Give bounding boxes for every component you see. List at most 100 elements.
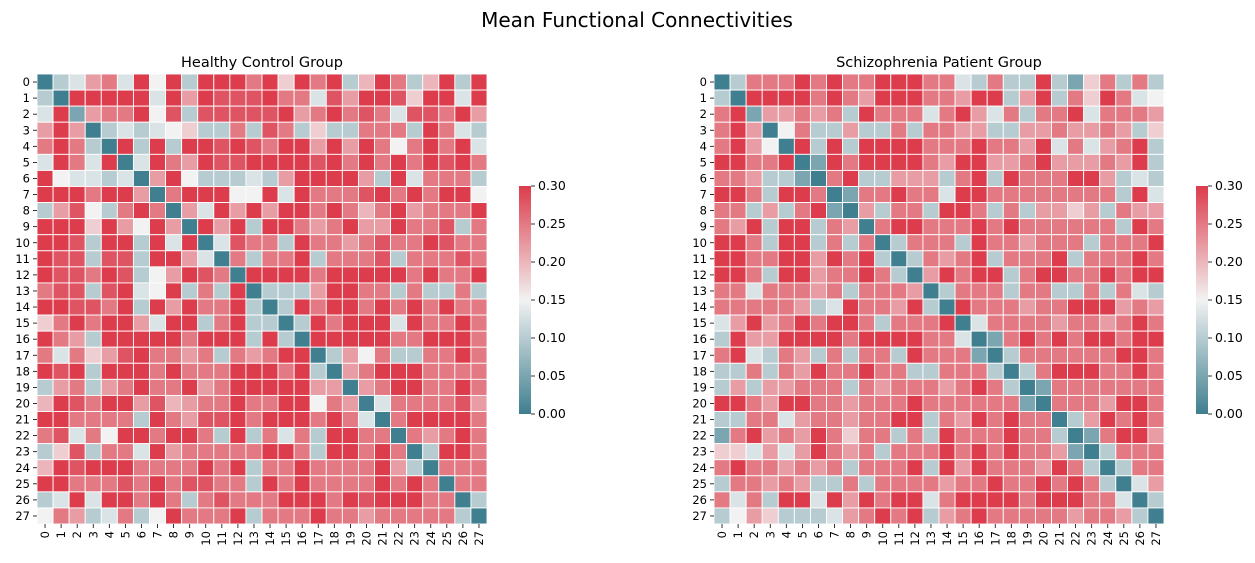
heatmap-cell bbox=[809, 266, 827, 284]
heatmap-cell bbox=[954, 137, 972, 155]
heatmap-cell bbox=[986, 298, 1004, 316]
heatmap-cell bbox=[213, 186, 231, 204]
heatmap-cell bbox=[906, 298, 924, 316]
heatmap-cell bbox=[470, 491, 488, 509]
heatmap-cell bbox=[197, 218, 215, 236]
heatmap-cell bbox=[745, 362, 763, 380]
heatmap-cell bbox=[1131, 507, 1149, 525]
heatmap-cell bbox=[341, 443, 359, 461]
heatmap-cell bbox=[293, 362, 311, 380]
heatmap-cell bbox=[970, 73, 988, 91]
heatmap-cell bbox=[1147, 443, 1165, 461]
heatmap-cell bbox=[357, 507, 375, 525]
x-tick-label: 16 bbox=[295, 531, 309, 546]
heatmap-cell bbox=[406, 282, 424, 300]
heatmap-cell bbox=[52, 362, 70, 380]
heatmap-cell bbox=[213, 411, 231, 429]
heatmap-cell bbox=[793, 394, 811, 412]
heatmap-cell bbox=[729, 475, 747, 493]
heatmap-cell bbox=[713, 330, 731, 348]
heatmap-cell bbox=[261, 314, 279, 332]
heatmap-cell bbox=[374, 218, 392, 236]
heatmap-cell bbox=[197, 121, 215, 139]
x-tick-label: 20 bbox=[1036, 531, 1050, 546]
heatmap-cell bbox=[84, 314, 102, 332]
heatmap-cell bbox=[858, 427, 876, 445]
heatmap-cell bbox=[858, 411, 876, 429]
heatmap-cell bbox=[213, 427, 231, 445]
heatmap-cell bbox=[986, 378, 1004, 396]
heatmap-cell bbox=[341, 250, 359, 268]
heatmap-cell bbox=[729, 411, 747, 429]
heatmap-cell bbox=[374, 169, 392, 187]
heatmap-cell bbox=[261, 250, 279, 268]
heatmap-cell bbox=[132, 186, 150, 204]
heatmap-cell bbox=[116, 394, 134, 412]
heatmap-cell bbox=[165, 105, 183, 123]
heatmap-cell bbox=[745, 153, 763, 171]
heatmap-cell bbox=[116, 218, 134, 236]
heatmap-cell bbox=[1131, 282, 1149, 300]
heatmap-cell bbox=[777, 169, 795, 187]
heatmap-cell bbox=[181, 330, 199, 348]
heatmap-cell bbox=[1083, 394, 1101, 412]
heatmap-cell bbox=[938, 202, 956, 220]
heatmap-cell bbox=[277, 475, 295, 493]
heatmap-cell bbox=[325, 411, 343, 429]
heatmap-cell bbox=[181, 298, 199, 316]
heatmap-cell bbox=[213, 202, 231, 220]
x-tick-label: 2 bbox=[70, 531, 84, 538]
y-tick-label: 17 bbox=[692, 348, 707, 362]
heatmap-cell bbox=[84, 330, 102, 348]
heatmap-cell bbox=[309, 105, 327, 123]
heatmap-cell bbox=[986, 89, 1004, 107]
heatmap-cell bbox=[293, 153, 311, 171]
heatmap-cell bbox=[390, 202, 408, 220]
x-tick-label: 14 bbox=[263, 531, 277, 546]
heatmap-cell bbox=[165, 250, 183, 268]
heatmap-cell bbox=[132, 89, 150, 107]
heatmap-cell bbox=[245, 202, 263, 220]
heatmap-cell bbox=[309, 394, 327, 412]
heatmap-cell bbox=[954, 411, 972, 429]
heatmap-cell bbox=[890, 346, 908, 364]
y-tick-label: 7 bbox=[23, 188, 30, 202]
heatmap-cell bbox=[213, 346, 231, 364]
heatmap-cell bbox=[954, 427, 972, 445]
heatmap-cell bbox=[374, 250, 392, 268]
heatmap-cell bbox=[986, 491, 1004, 509]
heatmap-cell bbox=[938, 250, 956, 268]
heatmap-cell bbox=[438, 73, 456, 91]
heatmap-cell bbox=[100, 330, 118, 348]
heatmap-cell bbox=[438, 443, 456, 461]
heatmap-cell bbox=[1115, 330, 1133, 348]
heatmap-cell bbox=[454, 202, 472, 220]
heatmap-cell bbox=[793, 362, 811, 380]
heatmap-cell bbox=[229, 443, 247, 461]
heatmap-cell bbox=[197, 169, 215, 187]
heatmap-cell bbox=[922, 105, 940, 123]
x-tick-label: 1 bbox=[54, 531, 68, 538]
heatmap-cell bbox=[1067, 137, 1085, 155]
heatmap-cell bbox=[761, 234, 779, 252]
heatmap-panel-healthy: Healthy Control Group 012345678910111213… bbox=[15, 55, 488, 546]
heatmap-cell bbox=[454, 282, 472, 300]
heatmap-cell bbox=[777, 378, 795, 396]
heatmap-cell bbox=[100, 459, 118, 477]
colorbar-tick-label: 0.15 bbox=[538, 292, 566, 307]
heatmap-cell bbox=[277, 282, 295, 300]
heatmap-cell bbox=[1002, 330, 1020, 348]
heatmap-cell bbox=[36, 411, 54, 429]
heatmap-cell bbox=[1018, 491, 1036, 509]
heatmap-cell bbox=[454, 137, 472, 155]
heatmap-cell bbox=[277, 234, 295, 252]
heatmap-cell bbox=[890, 266, 908, 284]
heatmap-cell bbox=[729, 298, 747, 316]
heatmap-cell bbox=[1034, 169, 1052, 187]
colorbar-tick-label: 0.30 bbox=[1215, 178, 1243, 193]
heatmap-cell bbox=[309, 218, 327, 236]
y-tick-label: 19 bbox=[15, 380, 30, 394]
heatmap-cell bbox=[858, 298, 876, 316]
heatmap-cell bbox=[970, 411, 988, 429]
heatmap-cell bbox=[1067, 378, 1085, 396]
